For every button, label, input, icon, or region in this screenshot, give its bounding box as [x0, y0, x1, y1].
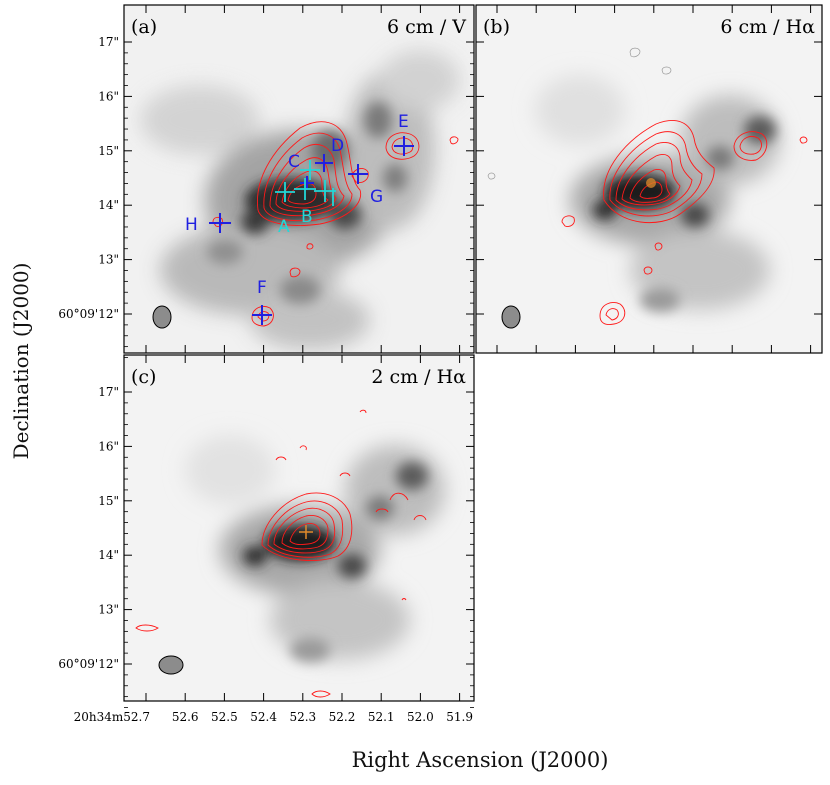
dec-tick-label-c-5: 60°09'12"	[58, 657, 119, 671]
dec-tick-label-a-4: 13"	[98, 253, 119, 267]
ra-tick-label-0: 20h34m52.7	[74, 710, 150, 724]
panel-c-greyscale-image	[135, 409, 445, 698]
panel-a-label: (a)	[131, 16, 157, 38]
dec-tick-label-c-1: 16"	[98, 439, 119, 453]
source-label-h: H	[185, 215, 198, 235]
dec-tick-label-a-2: 15"	[98, 144, 119, 158]
source-label-d: D	[331, 136, 344, 156]
panel-b-beam	[501, 305, 521, 329]
dec-tick-label-a-3: 14"	[98, 198, 119, 212]
ra-tick-label-3: 52.4	[250, 710, 277, 724]
source-label-a: A	[278, 217, 290, 237]
panel-c-beam	[158, 655, 184, 675]
ra-tick-label-5: 52.2	[329, 710, 356, 724]
dec-tick-label-c-3: 14"	[98, 548, 119, 562]
source-label-g: G	[370, 187, 383, 207]
panel-c: (c) 2 cm / Hα	[123, 354, 475, 702]
panel-b: (b) 6 cm / Hα	[475, 4, 823, 354]
ra-tick-label-2: 52.5	[211, 710, 238, 724]
dec-tick-label-a-1: 16"	[98, 89, 119, 103]
panel-b-frame	[475, 4, 823, 354]
panel-b-greyscale-image	[487, 47, 808, 329]
panel-a-greyscale-image: C D E F G H A B	[140, 50, 460, 350]
ra-tick-label-7: 52.0	[407, 710, 434, 724]
ra-axis-ticks: 20h34m52.7 52.6 52.5 52.4 52.3 52.2 52.1 52.0 51…	[74, 5, 812, 724]
panel-b-title: 6 cm / Hα	[720, 16, 815, 38]
panel-c-title: 2 cm / Hα	[371, 366, 466, 388]
panel-a-title: 6 cm / V	[387, 16, 466, 38]
source-label-c: C	[288, 152, 300, 172]
dec-axis-ticks-panel-c: 17" 16" 15" 14" 13" 60°09'12"	[58, 385, 474, 708]
source-label-b: B	[301, 207, 313, 227]
dec-axis-ticks-panel-a: 17" 16" 15" 14" 13" 60°09'12"	[58, 35, 822, 358]
x-axis-label: Right Ascension (J2000)	[351, 748, 609, 772]
dec-tick-label-c-4: 13"	[98, 603, 119, 617]
dec-tick-label-c-2: 15"	[98, 494, 119, 508]
dec-tick-label-a-0: 17"	[98, 35, 119, 49]
dec-tick-label-a-5: 60°09'12"	[58, 307, 119, 321]
panel-c-frame	[123, 354, 475, 702]
ra-tick-label-6: 52.1	[368, 710, 395, 724]
dec-tick-label-c-0: 17"	[98, 385, 119, 399]
panel-a: C D E F G H A B (a) 6 cm / V	[123, 4, 475, 354]
panel-a-source-markers: C D E F G H A B	[185, 112, 414, 325]
panel-b-label: (b)	[483, 16, 510, 38]
panel-a-beam	[152, 305, 172, 329]
ra-tick-label-1: 52.6	[172, 710, 199, 724]
panel-a-frame	[123, 4, 475, 354]
source-label-e: E	[398, 112, 409, 132]
ra-tick-label-8: 51.9	[446, 710, 473, 724]
panel-c-label: (c)	[131, 366, 156, 388]
ra-tick-label-4: 52.3	[289, 710, 316, 724]
source-label-f: F	[257, 278, 267, 298]
